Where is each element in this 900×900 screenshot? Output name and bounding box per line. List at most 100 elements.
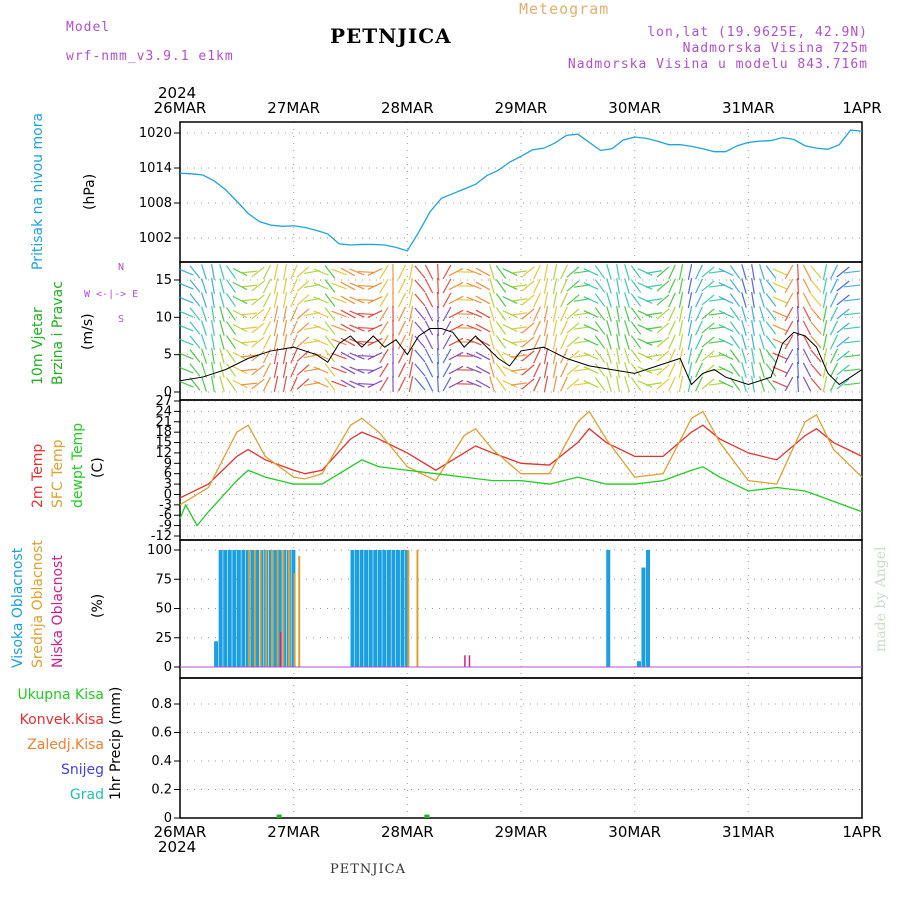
wind-barb [729, 349, 741, 363]
wind-barb [695, 334, 703, 350]
wind-barb [408, 376, 414, 392]
wind-barb [552, 306, 558, 322]
wind-barb [397, 334, 407, 350]
wind-barb [718, 309, 734, 319]
wind-barb [678, 264, 684, 280]
wind-barb [668, 348, 676, 364]
wind-barb [695, 376, 703, 392]
wind-barb [367, 282, 383, 290]
wind-barb [822, 376, 828, 392]
date-label-bottom: 28MAR [381, 823, 434, 841]
wind-barb [646, 382, 662, 386]
wind-barb [552, 334, 558, 350]
wind-barb [211, 376, 215, 392]
wind-barb [442, 306, 452, 322]
wind-barb [822, 362, 828, 378]
mid-cloud-bar [287, 550, 290, 667]
wind-barb [765, 335, 777, 349]
wind-barb [357, 340, 375, 344]
mid-cloud-bar [253, 550, 256, 667]
wind-barb [656, 308, 670, 320]
wind-barb [367, 296, 383, 304]
wind-barb [240, 270, 258, 274]
wind-barb [225, 321, 237, 335]
wind-barb [379, 320, 389, 336]
wind-barb [741, 348, 747, 364]
wind-barb [502, 268, 518, 276]
wind-barb [630, 363, 642, 377]
wind-barb [495, 279, 507, 293]
wind-barb [802, 306, 812, 322]
wind-barb [219, 320, 225, 336]
model-elevation-label: Nadmorska Visina u modelu 843.716m [567, 57, 868, 72]
wind-barb [560, 376, 568, 392]
wind-barb [502, 296, 518, 304]
wind-barb [200, 278, 208, 294]
wind-barb [802, 292, 812, 308]
wind-barb [687, 264, 693, 280]
wind-barb [822, 334, 828, 350]
high-cloud-bar [386, 550, 391, 667]
ytick-label: 21 [155, 415, 172, 430]
mid-cloud-bar [270, 550, 273, 667]
wind-barb [178, 324, 194, 332]
wind-barb [282, 264, 288, 280]
wind-barb [521, 308, 535, 320]
wind-barb [414, 335, 426, 349]
wind-barb [687, 278, 693, 294]
wind-barb [759, 292, 765, 308]
wind-barb [573, 312, 591, 316]
wind-barb [560, 334, 568, 350]
wind-barb [687, 362, 693, 378]
wind-barb [560, 278, 568, 294]
wind-barb [200, 376, 208, 392]
wind-barb [273, 376, 279, 392]
wind-barb [408, 348, 414, 364]
wind-barb [475, 337, 491, 347]
high-cloud-bar [232, 550, 237, 667]
wind-barb [656, 336, 670, 348]
wind-barb [414, 307, 426, 321]
wind-barb [630, 279, 642, 293]
wind-barb [708, 312, 726, 316]
wind-barb [349, 366, 365, 374]
wind-barb [379, 334, 389, 350]
ytick-label: 0 [164, 487, 172, 502]
wind-barb [796, 263, 800, 281]
wind-barb [646, 284, 662, 288]
wind-barb [475, 281, 491, 291]
wind-barb [219, 348, 225, 364]
wind-barb [313, 352, 329, 360]
wind-barb [219, 362, 225, 378]
wind-barb [200, 306, 208, 322]
wind-barb [741, 306, 747, 322]
high-cloud-bar [227, 550, 232, 667]
wind-barb [331, 296, 347, 304]
wind-barb [349, 296, 365, 304]
low-cloud-bar [280, 631, 282, 667]
wind-barb [810, 377, 822, 391]
wind-barb [687, 306, 693, 322]
wind-barb [741, 278, 747, 294]
ytick-label: 0 [164, 385, 172, 400]
high-cloud-bar [606, 550, 611, 667]
footer-title: PETNJICA [330, 862, 406, 877]
wind-barb [521, 280, 535, 292]
wind-barb [656, 350, 670, 362]
wind-barb [331, 366, 347, 374]
wind-barb [729, 377, 741, 391]
lonlat-label: lon,lat (19.9625E, 42.9N) [647, 25, 868, 40]
wind-barb [379, 362, 389, 378]
compass-we: W <-|-> E [84, 289, 139, 300]
mid-cloud-bar [407, 550, 410, 667]
wind-barb [560, 292, 568, 308]
dewpt-line [179, 459, 863, 527]
wind-barb [594, 307, 606, 321]
wind-barb [324, 349, 336, 363]
wind-barb [225, 363, 237, 377]
wind-barb [583, 296, 599, 304]
wind-barb [843, 298, 861, 302]
wind-barb [560, 264, 568, 280]
legend-snijeg: Snijeg [60, 762, 104, 778]
ytick-label: 9 [164, 456, 172, 471]
